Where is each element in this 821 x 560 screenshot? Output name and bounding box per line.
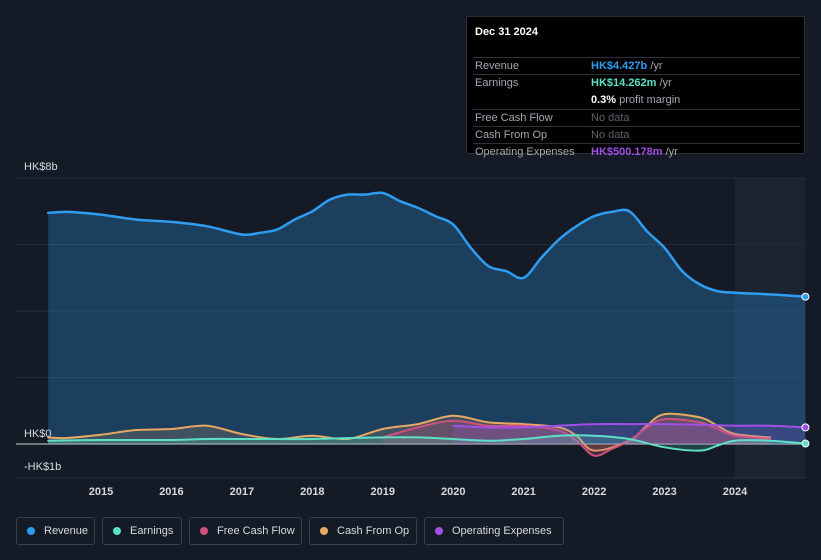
legend-item-operating-expenses[interactable]: Operating Expenses (424, 517, 564, 545)
operating-expenses-end-marker (801, 423, 810, 432)
x-tick-label: 2017 (230, 486, 254, 498)
tooltip-label: Operating Expenses (475, 146, 575, 158)
end-markers (801, 292, 810, 448)
legend-dot-icon (320, 527, 328, 535)
cash-from-op-line (47, 412, 772, 452)
forecast-highlight (735, 178, 805, 478)
tooltip-row: Revenue HK$4.427b /yr (467, 57, 806, 74)
cash-from-op-area (48, 413, 771, 451)
free-cash-flow-area (382, 418, 771, 456)
legend-dot-icon (435, 527, 443, 535)
legend-label: Revenue (44, 525, 89, 537)
tooltip-panel: Dec 31 2024 Revenue HK$4.427b /yr Earnings… (466, 16, 806, 158)
legend-dot-icon (200, 527, 208, 535)
revenue-area (48, 192, 806, 444)
tooltip-value: No data (591, 111, 630, 124)
legend-item-revenue[interactable]: Revenue (16, 517, 95, 545)
legend-label: Free Cash Flow (217, 525, 295, 537)
x-tick-label: 2022 (582, 486, 606, 498)
revenue-end-marker (801, 292, 810, 301)
tooltip-value: HK$14.262m /yr (591, 77, 672, 90)
x-tick-label: 2023 (652, 486, 676, 498)
tooltip-row: Free Cash Flow No data (467, 108, 806, 126)
tooltip-row: Earnings HK$14.262m /yr (467, 74, 806, 91)
x-tick-label: 2020 (441, 486, 465, 498)
x-tick-label: 2016 (159, 486, 183, 498)
tooltip-row: Cash From Op No data (467, 125, 806, 143)
y-axis-label: HK$0 (24, 428, 52, 440)
grid-lines (16, 177, 805, 479)
earnings-line (47, 434, 807, 452)
x-tick-label: 2021 (511, 486, 535, 498)
tooltip-value: HK$4.427b /yr (591, 60, 663, 72)
operating-expenses-line (452, 422, 807, 429)
operating-expenses-area (453, 423, 806, 444)
tooltip-label: Earnings (475, 77, 519, 90)
tooltip-value: HK$500.178m /yr (591, 146, 678, 158)
tooltip-row: Operating Expenses HK$500.178m /yr (467, 143, 806, 160)
tooltip-date: Dec 31 2024 (475, 26, 538, 38)
legend-item-earnings[interactable]: Earnings (102, 517, 182, 545)
x-tick-label: 2024 (723, 486, 748, 498)
legend-item-cash-from-op[interactable]: Cash From Op (309, 517, 417, 545)
tooltip-label: Cash From Op (475, 128, 548, 141)
legend-label: Operating Expenses (452, 525, 552, 537)
y-axis-label: HK$8b (24, 161, 58, 173)
y-axis-label: -HK$1b (24, 461, 61, 473)
axes: HK$8b HK$0 -HK$1b 2015 2016 2017 2018 2019 2020 2… (24, 161, 748, 498)
x-tick-label: 2019 (371, 486, 395, 498)
tooltip-value: 0.3% profit margin (591, 94, 681, 107)
series-layer (46, 191, 807, 457)
tooltip-row: 0.3% profit margin (467, 91, 806, 108)
legend-label: Cash From Op (337, 525, 410, 537)
legend-item-free-cash-flow[interactable]: Free Cash Flow (189, 517, 302, 545)
x-tick-label: 2015 (89, 486, 113, 498)
legend-dot-icon (27, 527, 35, 535)
legend-dot-icon (113, 527, 121, 535)
revenue-line (46, 191, 807, 298)
tooltip-value: No data (591, 128, 630, 141)
earnings-end-marker (801, 439, 810, 448)
tooltip-label: Revenue (475, 60, 520, 72)
legend-label: Earnings (130, 525, 174, 537)
tooltip-label: Free Cash Flow (475, 111, 553, 124)
x-tick-label: 2018 (300, 486, 324, 498)
